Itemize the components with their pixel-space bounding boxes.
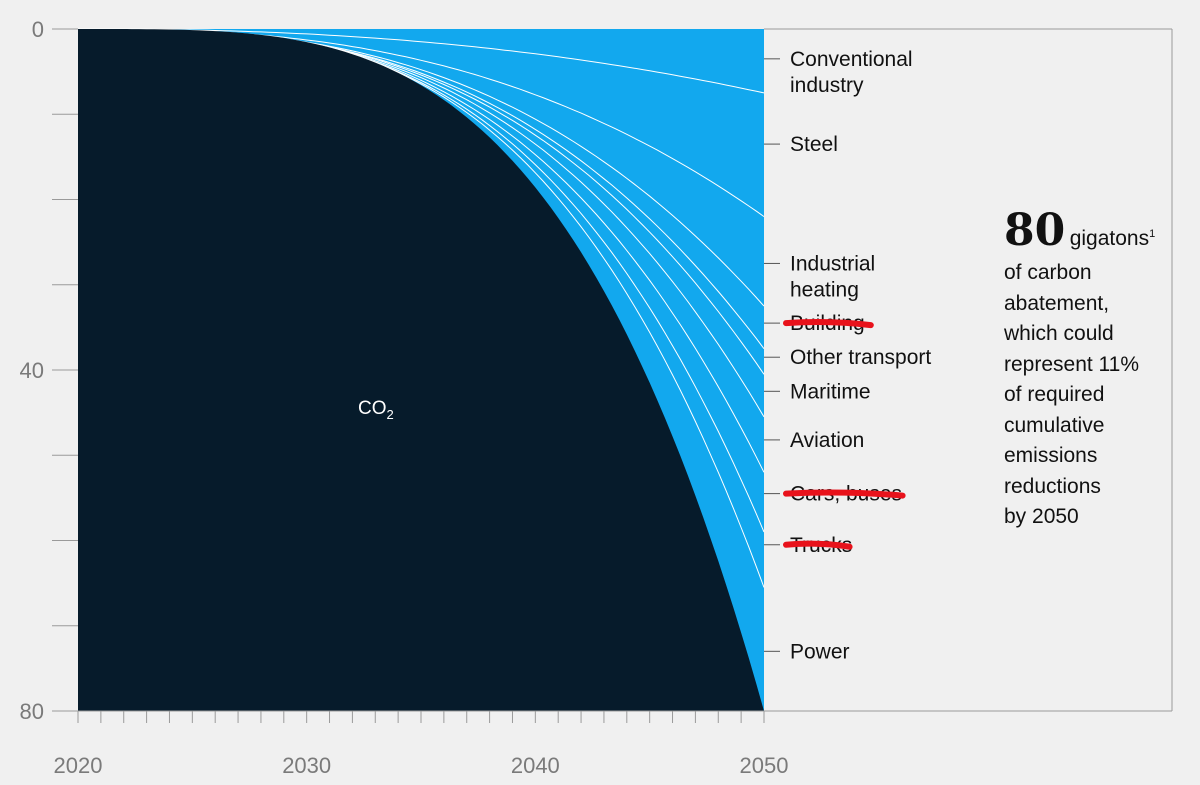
sector-label-line: Other transport <box>790 346 931 369</box>
callout-line: cumulative <box>1004 413 1105 437</box>
axes-layer: 2020 2030 2040 2050 0 40 80 <box>20 17 1173 778</box>
strikethrough-mark <box>783 318 874 329</box>
sector-label-other-transport: Other transport <box>790 346 931 369</box>
callout-value: 80 <box>1004 205 1066 256</box>
co2-area-layer: CO2 <box>78 29 764 711</box>
callout-unit: gigatons1 <box>1069 227 1156 250</box>
sector-label-line: Conventional <box>790 48 913 71</box>
callout-line: emissions <box>1004 444 1098 467</box>
co2-area <box>78 29 764 711</box>
boundary-conventional-industry <box>78 28 765 94</box>
x-tick-label: 2030 <box>282 753 331 778</box>
y-tick-label: 80 <box>20 699 44 724</box>
sector-label-line: Industrial <box>790 252 875 275</box>
sector-label-line: industry <box>790 74 864 97</box>
y-tick-label: 0 <box>32 17 44 42</box>
sector-label-line: Steel <box>790 133 838 156</box>
callout-line: abatement, <box>1004 291 1110 315</box>
footnote-marker: 1 <box>1149 228 1156 240</box>
sector-label-maritime: Maritime <box>790 380 871 403</box>
y-tick-label: 40 <box>20 358 44 383</box>
callout-line: represent 11% <box>1004 352 1140 376</box>
x-tick-label: 2050 <box>740 753 789 778</box>
strikethrough-mark <box>783 489 906 499</box>
callout-description: of carbon abatement, which could represent … <box>1004 258 1179 533</box>
callout-line: of required <box>1004 383 1105 406</box>
callout-line: reductions <box>1004 474 1101 498</box>
x-tick-label: 2020 <box>54 753 103 778</box>
sector-label-aviation: Aviation <box>790 429 864 452</box>
sector-label-layer: Conventional industry Steel Industrial heati… <box>764 48 931 663</box>
strikethrough-mark <box>783 540 853 550</box>
callout-line: of carbon <box>1004 261 1092 284</box>
sector-label-conventional-industry: Conventional industry <box>790 48 913 97</box>
sector-label-line: Power <box>790 640 850 663</box>
sector-label-line: Aviation <box>790 429 864 452</box>
abatement-callout: 80 gigatons1 of carbon abatement, which co… <box>1004 205 1179 533</box>
callout-line: by 2050 <box>1004 505 1079 528</box>
callout-line: which could <box>1004 322 1114 345</box>
sector-label-line: heating <box>790 278 859 301</box>
sector-label-steel: Steel <box>790 133 838 156</box>
sector-label-industrial-heating: Industrial heating <box>790 252 875 301</box>
co2-subscript: 2 <box>387 407 394 422</box>
x-tick-label: 2040 <box>511 753 560 778</box>
sector-label-line: Maritime <box>790 380 871 403</box>
sector-label-power: Power <box>790 640 850 663</box>
